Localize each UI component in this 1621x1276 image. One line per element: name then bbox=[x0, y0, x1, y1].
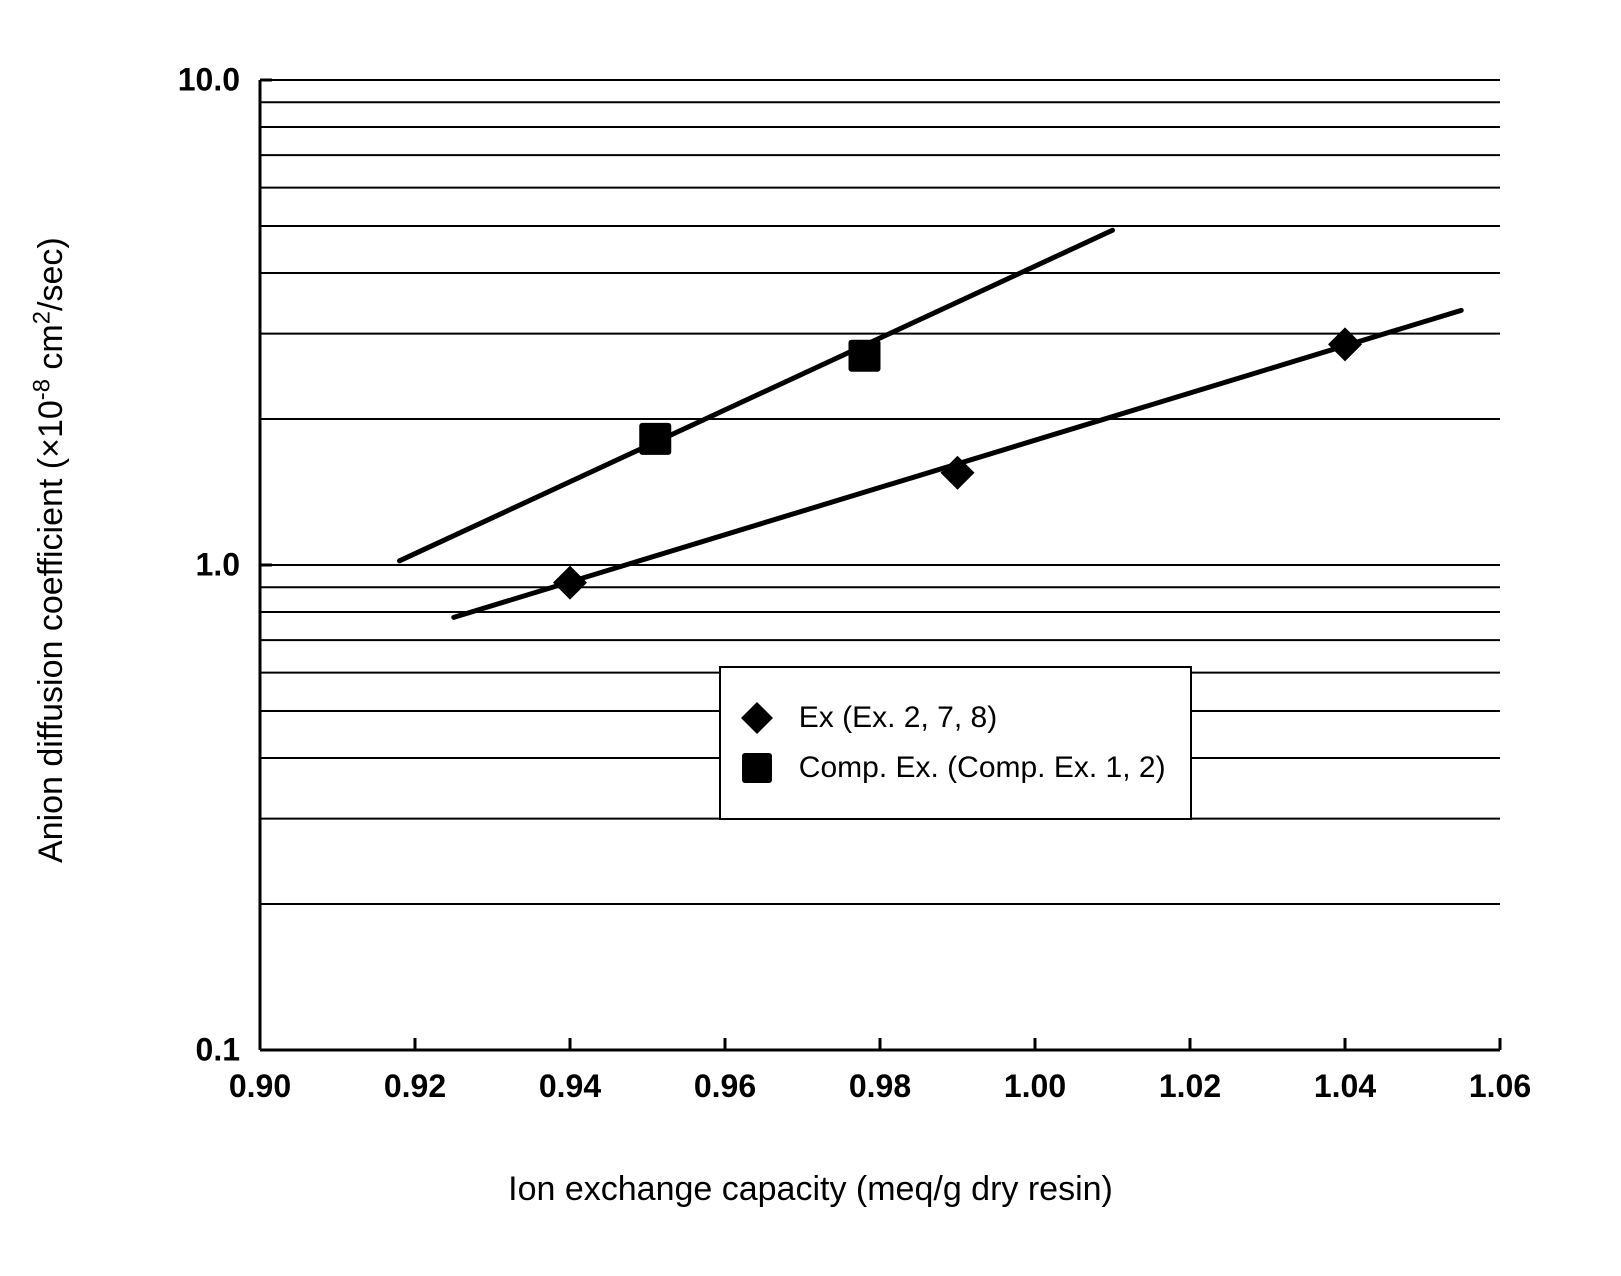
marker-square-comp-0 bbox=[639, 423, 671, 455]
chart-page: Anion diffusion coefficient (×10-8 cm2/s… bbox=[0, 0, 1621, 1276]
plot-area bbox=[0, 0, 1621, 1276]
marker-diamond-ex-0 bbox=[553, 566, 587, 600]
marker-square-comp-1 bbox=[849, 340, 881, 372]
legend-label-comp: Comp. Ex. (Comp. Ex. 1, 2) bbox=[799, 751, 1166, 785]
trend-line-comp bbox=[400, 230, 1113, 561]
legend-row-comp: Comp. Ex. (Comp. Ex. 1, 2) bbox=[739, 750, 1166, 786]
legend-marker-comp bbox=[739, 750, 775, 786]
marker-diamond-ex-2 bbox=[1328, 327, 1362, 361]
legend-label-ex: Ex (Ex. 2, 7, 8) bbox=[799, 701, 997, 735]
legend: Ex (Ex. 2, 7, 8) Comp. Ex. (Comp. Ex. 1, … bbox=[719, 666, 1192, 820]
legend-row-ex: Ex (Ex. 2, 7, 8) bbox=[739, 700, 1166, 736]
legend-marker-ex bbox=[739, 700, 775, 736]
